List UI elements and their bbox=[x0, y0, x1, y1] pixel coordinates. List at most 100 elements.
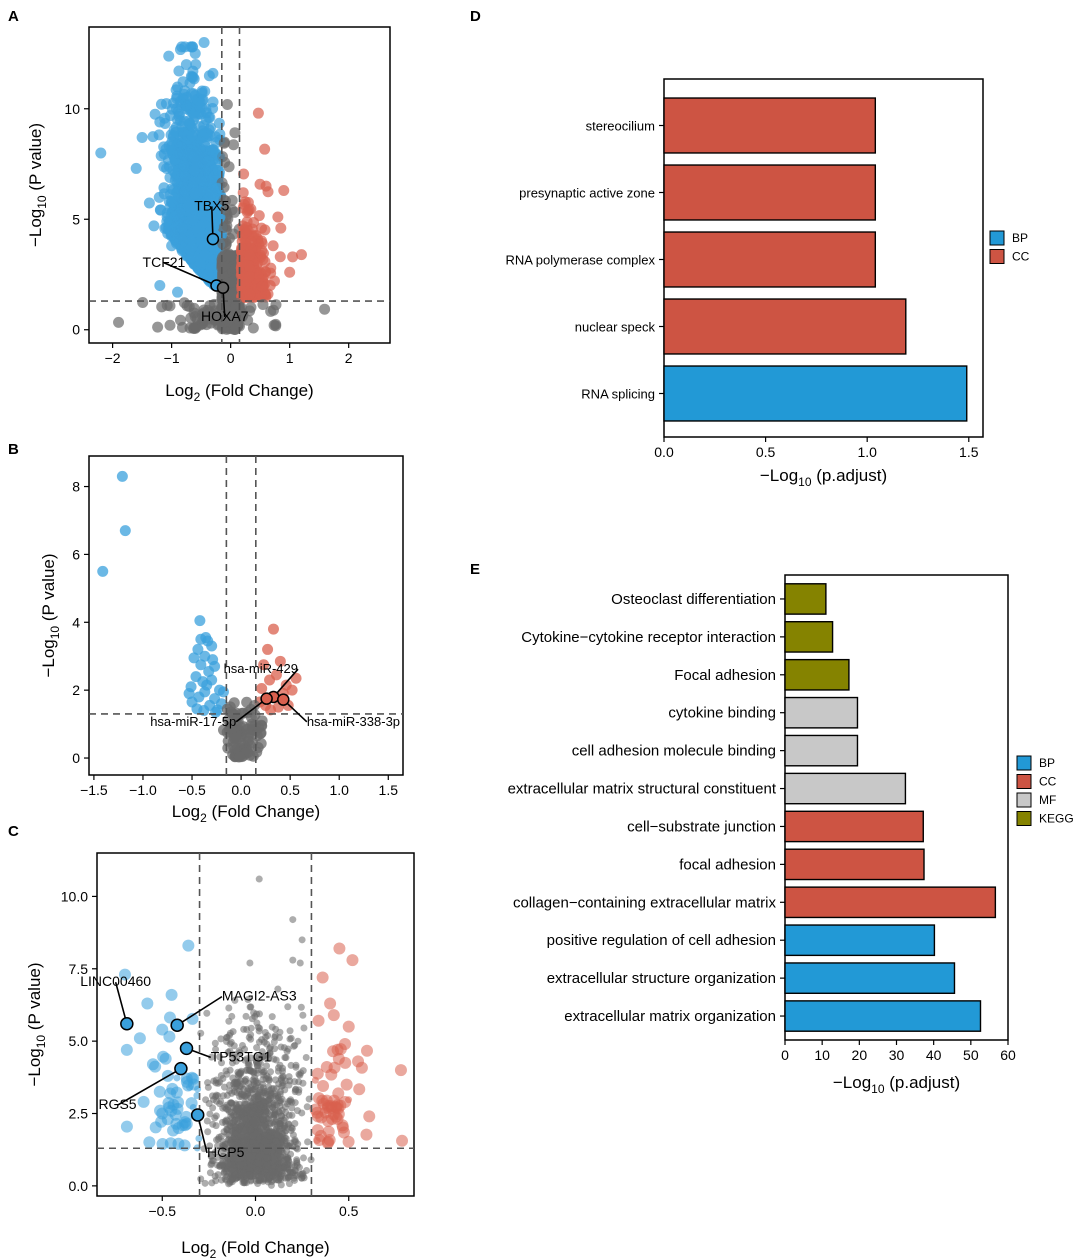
data-point bbox=[158, 188, 170, 200]
category-label: RNA splicing bbox=[581, 387, 655, 402]
data-point bbox=[242, 1117, 250, 1125]
data-point bbox=[275, 1176, 283, 1184]
x-axis-title-main: Log bbox=[172, 802, 200, 821]
data-point bbox=[208, 1179, 216, 1187]
data-point bbox=[297, 1003, 305, 1011]
data-point bbox=[256, 235, 268, 247]
data-point bbox=[171, 1102, 184, 1115]
data-point bbox=[262, 643, 274, 655]
data-point bbox=[274, 1150, 282, 1158]
annotation-leader bbox=[163, 262, 217, 287]
data-point bbox=[250, 1077, 258, 1085]
data-point bbox=[327, 1045, 340, 1058]
data-point bbox=[206, 1169, 214, 1177]
data-point bbox=[291, 1099, 299, 1107]
data-point bbox=[247, 1098, 255, 1106]
data-point bbox=[163, 50, 175, 62]
data-point bbox=[256, 222, 268, 234]
data-point bbox=[264, 1162, 272, 1170]
data-point bbox=[207, 146, 219, 158]
data-point bbox=[299, 1079, 307, 1087]
data-point bbox=[244, 996, 252, 1004]
bar bbox=[784, 772, 907, 805]
data-point bbox=[262, 288, 274, 300]
legend-swatch bbox=[1016, 755, 1032, 771]
data-point bbox=[183, 688, 195, 700]
data-point bbox=[193, 1091, 201, 1099]
data-point bbox=[320, 1094, 333, 1107]
data-point bbox=[240, 1092, 248, 1100]
data-point bbox=[226, 708, 238, 720]
data-point bbox=[188, 652, 200, 664]
y-tick-label: 5.0 bbox=[69, 1033, 89, 1049]
data-point bbox=[290, 1042, 298, 1050]
x-tick-label: 0.5 bbox=[280, 782, 300, 798]
x-tick-label: 1 bbox=[286, 350, 294, 366]
data-point bbox=[221, 98, 233, 110]
x-tick-label: 1.0 bbox=[857, 444, 877, 460]
data-point bbox=[157, 1050, 170, 1063]
data-point bbox=[286, 1027, 294, 1035]
data-point bbox=[304, 1138, 312, 1146]
legend-label: CC bbox=[1012, 250, 1030, 264]
data-point bbox=[238, 168, 250, 180]
data-point bbox=[194, 101, 206, 113]
category-label: Osteoclast differentiation bbox=[611, 591, 776, 608]
data-point bbox=[267, 240, 279, 252]
data-point bbox=[156, 1107, 169, 1120]
data-point bbox=[195, 659, 207, 671]
data-point bbox=[360, 1128, 373, 1141]
legend-label: BP bbox=[1012, 231, 1028, 245]
highlighted-point bbox=[174, 1061, 188, 1076]
data-point bbox=[202, 1096, 210, 1104]
annotation-label: HCP5 bbox=[207, 1144, 245, 1160]
data-point bbox=[218, 137, 230, 149]
data-point bbox=[203, 1117, 211, 1125]
data-point bbox=[240, 1137, 248, 1145]
x-axis-title-sub: 10 bbox=[871, 1082, 885, 1096]
data-point bbox=[263, 1108, 271, 1116]
data-point bbox=[288, 1111, 296, 1119]
data-point bbox=[300, 1154, 308, 1162]
data-point bbox=[173, 1074, 181, 1082]
x-tick-label: −0.5 bbox=[148, 1203, 176, 1219]
data-point bbox=[278, 1067, 286, 1075]
data-point bbox=[241, 1126, 249, 1134]
data-point bbox=[259, 1122, 267, 1130]
data-point bbox=[222, 1167, 230, 1175]
category-label: extracellular structure organization bbox=[547, 970, 776, 987]
data-point bbox=[268, 1128, 276, 1136]
data-point bbox=[271, 1045, 279, 1053]
legend-swatch bbox=[989, 230, 1005, 246]
data-point bbox=[311, 1067, 324, 1080]
data-point bbox=[327, 1009, 340, 1022]
data-point bbox=[137, 1095, 150, 1108]
data-point bbox=[243, 270, 255, 282]
data-point bbox=[283, 1164, 291, 1172]
data-point bbox=[178, 297, 190, 309]
data-point bbox=[185, 1097, 198, 1110]
data-point bbox=[204, 1079, 212, 1087]
data-point bbox=[234, 751, 246, 763]
data-point bbox=[255, 738, 267, 750]
data-point bbox=[198, 120, 210, 132]
data-point bbox=[189, 48, 201, 60]
data-point bbox=[342, 1020, 355, 1033]
x-tick-label: 10 bbox=[814, 1047, 830, 1063]
data-point bbox=[274, 985, 282, 993]
category-label: extracellular matrix organization bbox=[564, 1008, 776, 1025]
y-tick-label: 8 bbox=[72, 479, 80, 495]
data-point bbox=[284, 1174, 292, 1182]
data-point bbox=[283, 1047, 291, 1055]
y-axis-title: −Log10 (P value) bbox=[25, 962, 48, 1086]
y-axis-title-main: −Log bbox=[26, 209, 45, 247]
data-point bbox=[259, 1075, 267, 1083]
data-point bbox=[172, 286, 184, 298]
data-point bbox=[194, 199, 206, 211]
data-point bbox=[342, 1135, 355, 1148]
data-point bbox=[240, 1085, 248, 1093]
data-point bbox=[267, 1181, 275, 1189]
category-label: RNA polymerase complex bbox=[505, 253, 655, 268]
data-point bbox=[168, 124, 180, 136]
data-point bbox=[222, 1116, 230, 1124]
